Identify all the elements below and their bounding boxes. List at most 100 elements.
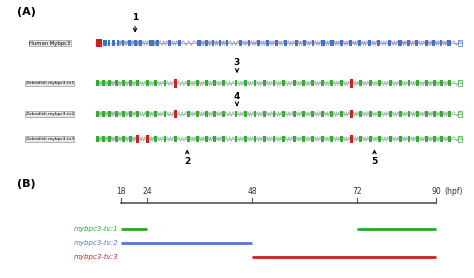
Bar [321,111,324,117]
Text: 24: 24 [142,187,152,196]
Text: (B): (B) [17,179,35,189]
Bar [115,80,118,86]
Bar [254,80,256,86]
Bar [416,136,419,142]
Bar [187,111,190,117]
Bar [136,135,139,143]
Bar [263,111,266,117]
Bar [416,80,419,86]
Bar [197,40,201,46]
Bar [244,111,247,117]
Bar [312,40,314,46]
Bar [213,136,216,142]
Bar [164,136,166,142]
Bar [293,80,296,86]
Bar [302,111,305,117]
Bar [136,111,139,117]
Bar [115,136,118,142]
Bar [136,80,139,86]
Text: mybpc3-tv:3: mybpc3-tv:3 [73,254,118,260]
Bar [178,40,181,46]
Bar [359,80,362,86]
Bar [122,80,125,86]
Bar [96,111,99,117]
Bar [146,80,149,86]
Bar [303,40,306,46]
Bar [96,39,102,47]
Bar [196,80,199,86]
Bar [293,136,296,142]
Bar [425,40,428,46]
Bar [156,40,159,46]
Bar [350,110,353,118]
Bar [378,80,381,86]
Bar [122,111,125,117]
Text: Zebrafish mybpc3-tv2: Zebrafish mybpc3-tv2 [26,112,74,116]
Bar [284,40,287,46]
Bar [440,80,443,86]
Bar [154,80,157,86]
Bar [389,136,392,142]
Bar [108,40,110,46]
Bar [187,80,190,86]
Bar [244,136,247,142]
Text: 1: 1 [132,13,138,22]
Bar [295,40,298,46]
Bar [168,40,171,46]
Bar [222,80,225,86]
Bar [448,111,451,117]
Bar [377,40,380,46]
Text: mybpc3-tv:2: mybpc3-tv:2 [73,240,118,246]
Bar [239,40,242,46]
Bar [389,111,392,117]
Bar [102,80,105,86]
Bar [458,80,462,86]
Bar [226,40,228,46]
Bar [311,136,314,142]
Bar [115,111,118,117]
Bar [154,136,157,142]
Bar [302,136,305,142]
Bar [134,40,137,46]
Text: 4: 4 [234,92,240,101]
Bar [213,80,216,86]
Bar [282,80,285,86]
Bar [330,111,333,117]
Bar [282,136,285,142]
Bar [408,80,410,86]
Bar [399,136,402,142]
Bar [433,111,436,117]
Bar [205,136,208,142]
Bar [129,111,132,117]
Bar [448,80,451,86]
Bar [350,79,353,88]
Bar [416,111,419,117]
Text: Zebrafish mybpc3-tv3: Zebrafish mybpc3-tv3 [26,137,74,141]
Bar [154,111,157,117]
Bar [96,136,99,142]
Bar [433,80,436,86]
Text: 3: 3 [234,58,240,67]
Bar [112,40,115,46]
Bar [433,136,436,142]
Bar [146,111,149,117]
Bar [399,80,402,86]
Bar [440,136,443,142]
Bar [311,80,314,86]
Bar [349,40,352,46]
Bar [117,40,119,46]
Bar [254,111,256,117]
Bar [440,111,443,117]
Bar [219,40,221,46]
Bar [369,80,372,86]
Bar [205,80,208,86]
Bar [205,111,208,117]
Bar [398,40,402,46]
Bar [359,111,362,117]
Bar [425,136,428,142]
Bar [275,40,278,46]
Bar [440,40,442,46]
Text: mybpc3-tv:1: mybpc3-tv:1 [73,226,118,232]
Bar [358,40,361,46]
Bar [212,40,214,46]
